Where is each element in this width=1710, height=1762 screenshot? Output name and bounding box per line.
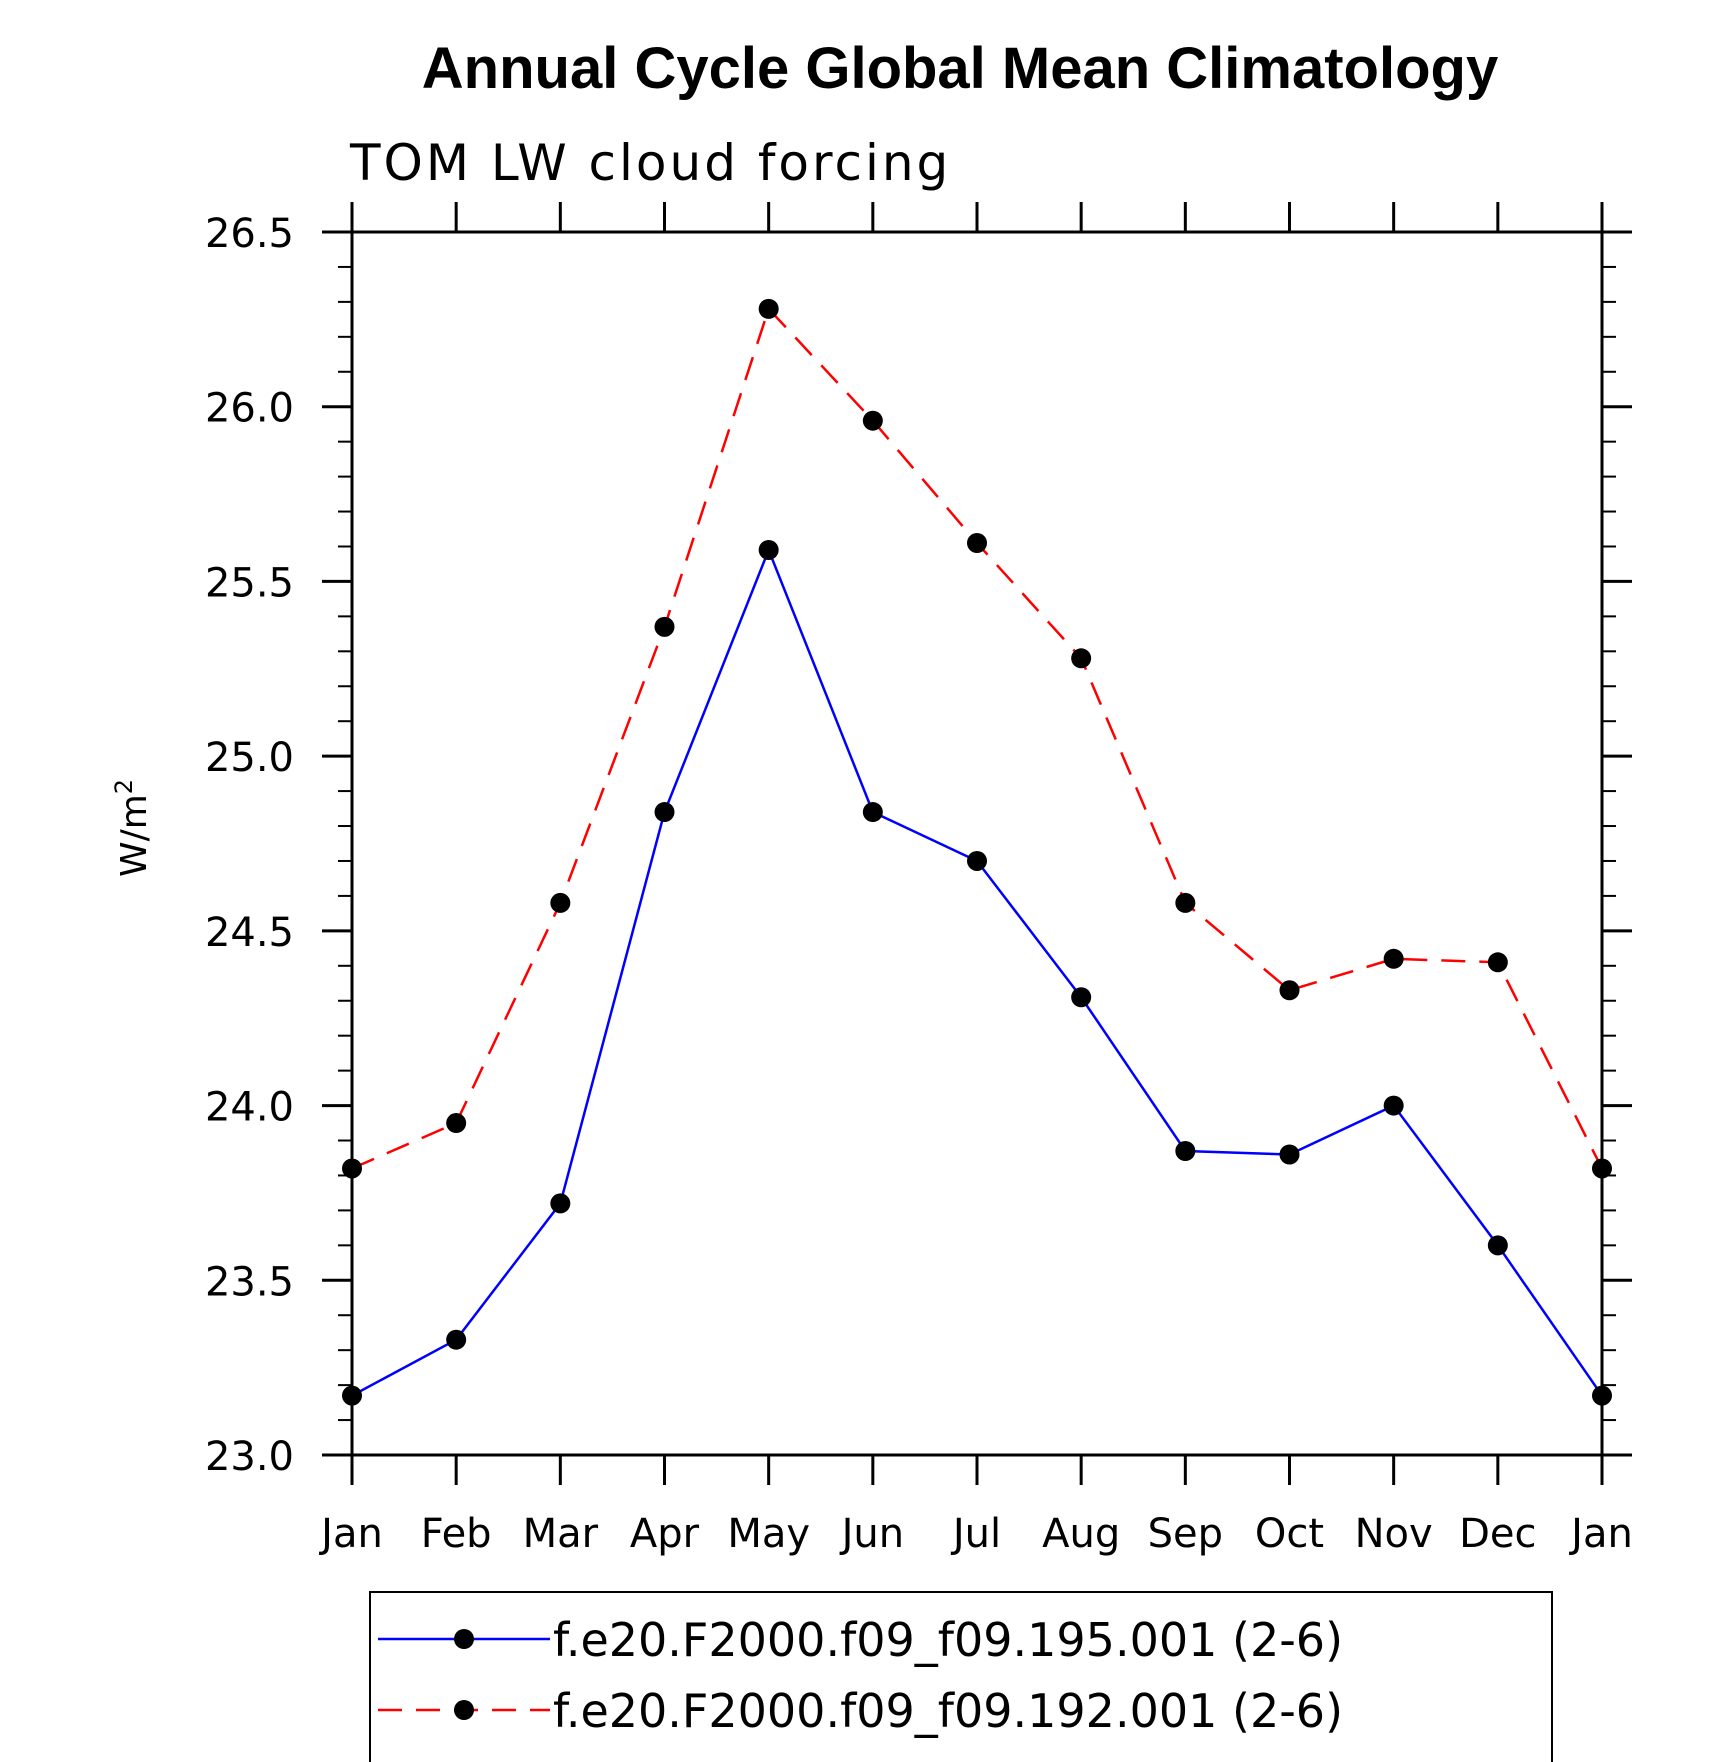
chart-title: Annual Cycle Global Mean Climatology xyxy=(422,36,1498,101)
x-tick-label: Aug xyxy=(1042,1511,1120,1557)
y-tick-label: 24.5 xyxy=(205,910,294,956)
series-line-0 xyxy=(351,546,1604,1397)
x-tick-label: Jan xyxy=(1568,1511,1633,1557)
series-1-point-0 xyxy=(342,1158,362,1179)
x-tick-label: Oct xyxy=(1255,1511,1324,1557)
legend-marker-0 xyxy=(454,1629,474,1649)
series-1-point-8 xyxy=(1175,892,1196,913)
series-1-point-5 xyxy=(862,410,883,431)
y-tick-label: 23.5 xyxy=(205,1259,294,1305)
legend-label-1: f.e20.F2000.f09_f09.192.001 (2-6) xyxy=(553,1684,1343,1738)
series-1-point-11 xyxy=(1487,952,1508,973)
y-tick-label: 26.5 xyxy=(205,211,294,257)
x-tick-label: Sep xyxy=(1148,1511,1223,1557)
series-0-point-9 xyxy=(1279,1144,1300,1165)
x-tick-label: Jan xyxy=(318,1511,383,1557)
x-tick-label: Dec xyxy=(1459,1511,1536,1557)
plot-frame xyxy=(350,230,1604,1457)
series-1-point-1 xyxy=(446,1113,467,1134)
legend: f.e20.F2000.f09_f09.195.001 (2-6) f.e20.… xyxy=(369,1591,1553,1762)
y-axis-label-text: W/m xyxy=(114,794,155,877)
series-0-point-7 xyxy=(1071,987,1092,1008)
series-0-point-4 xyxy=(758,539,779,560)
series-1-point-10 xyxy=(1383,948,1404,969)
series-0-point-10 xyxy=(1383,1095,1404,1116)
series-0-point-8 xyxy=(1175,1140,1196,1161)
series-0-point-5 xyxy=(862,802,883,823)
series-1-point-9 xyxy=(1279,980,1300,1001)
series-0-point-2 xyxy=(550,1193,571,1214)
series-1-point-3 xyxy=(654,616,675,637)
series-1-point-2 xyxy=(550,892,571,913)
y-axis-label-superscript: 2 xyxy=(110,779,138,794)
series-0-point-1 xyxy=(446,1329,467,1350)
series-1-point-12 xyxy=(1592,1158,1612,1179)
x-tick-label: Feb xyxy=(421,1511,492,1557)
y-tick-label: 25.5 xyxy=(205,560,294,606)
legend-box xyxy=(369,1591,1553,1762)
y-tick-label: 23.0 xyxy=(205,1434,294,1480)
series-layer xyxy=(342,298,1612,1406)
chart-subtitle: TOM LW cloud forcing xyxy=(349,134,951,192)
series-1-point-6 xyxy=(967,532,987,553)
x-tick-label: Apr xyxy=(630,1511,700,1557)
series-line-1 xyxy=(351,306,1604,1170)
axes: 23.0 23.5 24.0 24.5 25.0 25.5 26.0 26.5 Jan Feb Ma… xyxy=(205,202,1633,1557)
series-0-point-3 xyxy=(654,802,675,823)
series-0-point-12 xyxy=(1592,1385,1612,1406)
series-0-point-0 xyxy=(342,1385,362,1406)
x-tick-label: Jun xyxy=(839,1511,905,1557)
series-1-point-7 xyxy=(1071,648,1092,669)
x-tick-label: May xyxy=(727,1511,810,1557)
series-0-point-6 xyxy=(967,850,987,871)
series-1-point-4 xyxy=(758,298,779,319)
x-tick-label: Mar xyxy=(523,1511,599,1557)
y-tick-label: 24.0 xyxy=(205,1085,294,1131)
x-tick-label: Nov xyxy=(1355,1511,1433,1557)
y-tick-label: 25.0 xyxy=(205,735,294,781)
x-tick-label: Jul xyxy=(950,1511,1001,1557)
legend-label-0: f.e20.F2000.f09_f09.195.001 (2-6) xyxy=(553,1613,1343,1667)
y-tick-label: 26.0 xyxy=(205,386,294,432)
series-0-point-11 xyxy=(1487,1235,1508,1256)
legend-marker-1 xyxy=(454,1700,474,1720)
y-axis-label: W/m2 xyxy=(110,779,155,877)
